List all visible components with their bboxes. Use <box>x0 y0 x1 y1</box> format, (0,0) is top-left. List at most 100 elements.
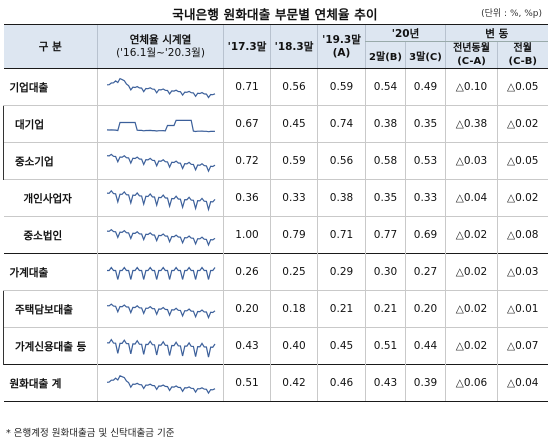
cell-mar: 0.35 <box>405 105 446 143</box>
cell-mom: △0.07 <box>496 327 548 365</box>
sparkline-line <box>106 228 215 247</box>
row-label: 가계신용대출 등 <box>3 327 98 365</box>
sparkline-line <box>106 153 215 173</box>
cell-yoy: △0.02 <box>445 327 498 365</box>
sparkline-line <box>106 119 215 133</box>
cell-mar: 0.20 <box>405 290 446 328</box>
cell-feb: 0.38 <box>365 105 406 143</box>
sparkline-cell <box>97 290 224 328</box>
cell-v17: 0.67 <box>223 105 271 143</box>
footnote: * 은행계정 원화대출금 및 신탁대출금 기준 <box>6 428 175 439</box>
cell-mom: △0.01 <box>496 290 548 328</box>
cell-mom: △0.02 <box>496 179 548 217</box>
sparkline-line <box>106 338 215 358</box>
header-18: '18.3말 <box>270 24 318 69</box>
sparkline-chart <box>106 119 215 133</box>
cell-feb: 0.51 <box>365 327 406 365</box>
unit-label: (단위 : %, %p) <box>481 9 542 19</box>
page-title: 국내은행 원화대출 부문별 연체율 추이 <box>172 7 378 22</box>
cell-v17: 0.71 <box>223 68 271 106</box>
cell-mar: 0.27 <box>405 253 446 291</box>
header-19: '19.3말 (A) <box>317 24 366 69</box>
sparkline-line <box>106 189 215 212</box>
row-label: 주택담보대출 <box>3 290 98 328</box>
cell-v18: 0.79 <box>270 216 318 254</box>
cell-v17: 0.51 <box>223 364 271 402</box>
row-label: 원화대출 계 <box>3 364 98 402</box>
cell-v17: 0.43 <box>223 327 271 365</box>
cell-v18: 0.33 <box>270 179 318 217</box>
sparkline-chart <box>106 77 215 99</box>
sparkline-cell <box>97 68 224 106</box>
sparkline-chart <box>106 375 215 395</box>
cell-feb: 0.54 <box>365 68 406 106</box>
header-2020-mar: 3말(C) <box>405 41 446 69</box>
cell-v18: 0.45 <box>270 105 318 143</box>
cell-v17: 0.20 <box>223 290 271 328</box>
cell-v19: 0.29 <box>317 253 366 291</box>
header-change-yoy: 전년동월 (C-A) <box>445 41 498 69</box>
cell-v19: 0.59 <box>317 68 366 106</box>
cell-mar: 0.39 <box>405 364 446 402</box>
sparkline-cell <box>97 216 224 254</box>
cell-mom: △0.02 <box>496 105 548 143</box>
cell-yoy: △0.03 <box>445 142 498 180</box>
table-row: 가계대출 0.26 0.25 0.29 0.30 0.27 △0.02 △0.03 <box>3 253 548 291</box>
table-row: 주택담보대출 0.20 0.18 0.21 0.21 0.20 △0.02 △0.01 <box>3 290 548 328</box>
cell-mar: 0.69 <box>405 216 446 254</box>
row-label: 중소법인 <box>3 216 98 254</box>
cell-feb: 0.43 <box>365 364 406 402</box>
sparkline-cell <box>97 142 224 180</box>
header-2020: '20년 <box>365 24 446 42</box>
cell-v19: 0.21 <box>317 290 366 328</box>
cell-v18: 0.42 <box>270 364 318 402</box>
cell-mar: 0.44 <box>405 327 446 365</box>
sparkline-cell <box>97 179 224 217</box>
sparkline-line <box>106 303 215 320</box>
cell-feb: 0.77 <box>365 216 406 254</box>
sparkline-cell <box>97 327 224 365</box>
delinquency-table: 구 분 연체율 시계열 ('16.1월~'20.3월) '17.3말 '18.3… <box>3 24 548 402</box>
cell-v17: 0.36 <box>223 179 271 217</box>
row-label: 대기업 <box>3 105 98 143</box>
cell-yoy: △0.02 <box>445 216 498 254</box>
sparkline-chart <box>106 228 215 247</box>
cell-mar: 0.33 <box>405 179 446 217</box>
cell-v19: 0.45 <box>317 327 366 365</box>
table-row: 중소법인 1.00 0.79 0.71 0.77 0.69 △0.02 △0.08 <box>3 216 548 254</box>
cell-mom: △0.04 <box>496 364 548 402</box>
cell-yoy: △0.38 <box>445 105 498 143</box>
header-series: 연체율 시계열 ('16.1월~'20.3월) <box>97 24 224 69</box>
cell-feb: 0.35 <box>365 179 406 217</box>
cell-feb: 0.21 <box>365 290 406 328</box>
cell-yoy: △0.02 <box>445 253 498 291</box>
cell-v17: 0.26 <box>223 253 271 291</box>
table-row: 원화대출 계 0.51 0.42 0.46 0.43 0.39 △0.06 △0.04 <box>3 364 548 402</box>
sparkline-chart <box>106 338 215 358</box>
cell-v18: 0.18 <box>270 290 318 328</box>
table-row: 개인사업자 0.36 0.33 0.38 0.35 0.33 △0.04 △0.02 <box>3 179 548 217</box>
table-row: 기업대출 0.71 0.56 0.59 0.54 0.49 △0.10 △0.05 <box>4 68 548 106</box>
table-row: 중소기업 0.72 0.59 0.56 0.58 0.53 △0.03 △0.05 <box>3 142 548 180</box>
cell-mom: △0.05 <box>496 142 548 180</box>
cell-mom: △0.05 <box>496 68 548 106</box>
cell-v18: 0.56 <box>270 68 318 106</box>
cell-v17: 0.72 <box>223 142 271 180</box>
cell-mom: △0.08 <box>496 216 548 254</box>
cell-feb: 0.58 <box>365 142 406 180</box>
cell-yoy: △0.04 <box>445 179 498 217</box>
table-row: 가계신용대출 등 0.43 0.40 0.45 0.51 0.44 △0.02 △0.07 <box>3 327 548 365</box>
header-category: 구 분 <box>3 24 98 69</box>
row-label: 가계대출 <box>3 253 98 291</box>
cell-v19: 0.56 <box>317 142 366 180</box>
cell-mom: △0.03 <box>496 253 548 291</box>
cell-v18: 0.40 <box>270 327 318 365</box>
cell-v18: 0.25 <box>270 253 318 291</box>
row-label: 개인사업자 <box>3 179 98 217</box>
row-label: 기업대출 <box>9 81 49 94</box>
sparkline-line <box>106 266 215 280</box>
sparkline-chart <box>106 266 215 280</box>
header-change-mom: 전월 (C-B) <box>496 41 548 69</box>
cell-v19: 0.38 <box>317 179 366 217</box>
sparkline-line <box>106 375 215 395</box>
